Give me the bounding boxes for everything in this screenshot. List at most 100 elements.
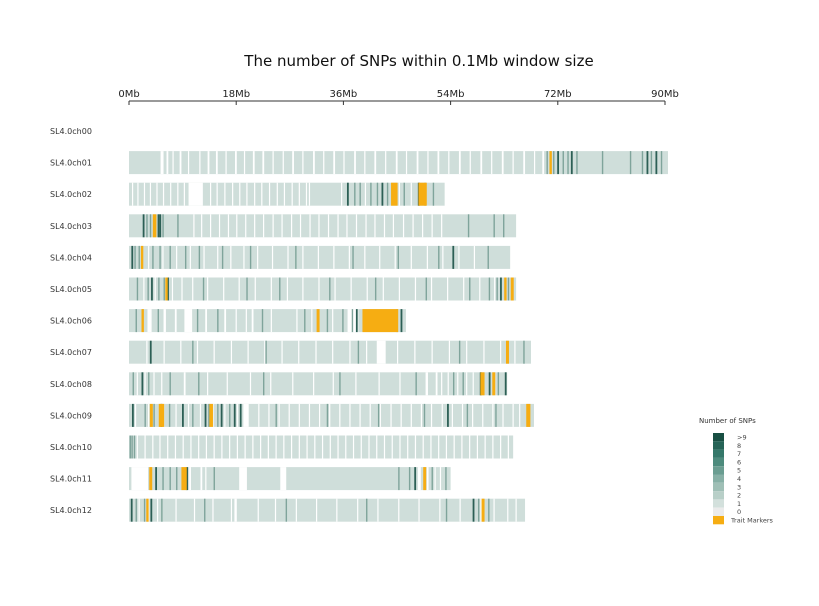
no-snp-window — [262, 151, 265, 175]
chromosome-row: SL4.0ch05 — [50, 277, 517, 301]
snp-density-stripe — [249, 245, 252, 269]
no-snp-window — [264, 340, 266, 364]
legend-swatch — [713, 457, 724, 467]
no-snp-window — [299, 214, 302, 238]
chromosome-bar — [129, 214, 517, 238]
snp-density-stripe — [143, 498, 146, 522]
no-snp-window — [199, 403, 202, 427]
chromosome-label: SL4.0ch05 — [50, 285, 92, 294]
no-snp-window — [435, 372, 438, 396]
high-snp-stripe — [204, 403, 207, 427]
snp-density-stripe — [462, 372, 464, 396]
no-snp-window — [182, 435, 184, 459]
legend-swatch — [713, 449, 724, 458]
high-snp-stripe — [239, 403, 242, 427]
no-snp-window — [170, 182, 172, 206]
high-snp-stripe — [500, 277, 502, 301]
no-snp-window — [447, 277, 449, 301]
no-snp-window — [249, 372, 252, 396]
snp-density-stripe — [147, 277, 149, 301]
no-snp-window — [193, 498, 196, 522]
chromosome-label: SL4.0ch07 — [50, 348, 92, 357]
chromosome-label: SL4.0ch12 — [50, 506, 92, 515]
no-snp-window — [245, 214, 247, 238]
no-snp-window — [418, 498, 420, 522]
high-snp-stripe — [504, 372, 507, 396]
no-snp-window — [274, 498, 277, 522]
no-snp-window — [149, 182, 152, 206]
chromosome-label: SL4.0ch08 — [50, 380, 92, 389]
no-snp-window — [244, 435, 246, 459]
high-snp-stripe — [186, 467, 188, 491]
snp-density-stripe — [497, 372, 500, 396]
no-snp-window — [144, 435, 146, 459]
no-snp-window — [207, 372, 209, 396]
no-snp-window — [318, 403, 321, 427]
snp-density-stripe — [198, 245, 201, 269]
no-snp-window — [379, 245, 381, 269]
no-snp-window — [414, 277, 417, 301]
snp-density-stripe — [376, 182, 379, 206]
no-snp-window — [188, 182, 203, 206]
no-snp-window — [295, 498, 297, 522]
no-snp-window — [365, 214, 367, 238]
no-snp-window — [348, 245, 350, 269]
no-snp-window — [254, 277, 256, 301]
no-snp-window — [445, 435, 448, 459]
snp-density-stripe — [366, 498, 368, 522]
x-tick-label: 90Mb — [651, 89, 679, 100]
no-snp-window — [431, 340, 433, 364]
no-snp-window — [416, 151, 419, 175]
no-snp-window — [512, 403, 514, 427]
no-snp-window — [227, 214, 230, 238]
no-snp-window — [332, 372, 334, 396]
no-snp-window — [184, 309, 193, 333]
no-snp-window — [235, 151, 237, 175]
no-snp-window — [193, 214, 195, 238]
snp-density-stripe — [567, 151, 569, 175]
x-axis: 0Mb 18Mb 36Mb 54Mb 72Mb 90Mb — [118, 89, 679, 105]
no-snp-window — [332, 309, 334, 333]
high-snp-stripe — [381, 182, 384, 206]
no-snp-window — [252, 435, 254, 459]
snp-density-stripe — [339, 372, 341, 396]
no-snp-window — [199, 151, 201, 175]
no-snp-window — [439, 498, 441, 522]
snp-density-stripe — [523, 340, 525, 364]
legend-swatch — [713, 516, 724, 525]
no-snp-window — [292, 151, 294, 175]
no-snp-window — [143, 182, 146, 206]
no-snp-window — [398, 498, 400, 522]
snp-density-stripe — [469, 277, 471, 301]
high-snp-stripe — [155, 467, 158, 491]
no-snp-window — [333, 245, 335, 269]
no-snp-window — [223, 277, 225, 301]
no-snp-window — [209, 214, 212, 238]
high-snp-stripe — [151, 277, 153, 301]
no-snp-window — [263, 214, 265, 238]
no-snp-window — [305, 182, 308, 206]
snp-density-stripe — [149, 214, 152, 238]
no-snp-window — [484, 435, 486, 459]
no-snp-window — [360, 435, 362, 459]
snp-density-stripe — [458, 340, 461, 364]
no-snp-window — [243, 151, 246, 175]
no-snp-window — [414, 435, 417, 459]
snp-density-stripe — [495, 403, 497, 427]
no-snp-window — [438, 435, 440, 459]
snp-density-stripe — [153, 403, 155, 427]
no-snp-window — [494, 277, 496, 301]
no-snp-window — [302, 245, 304, 269]
snp-density-stripe — [496, 277, 498, 301]
trait-marker — [505, 340, 509, 364]
no-snp-window — [374, 214, 376, 238]
snp-density-stripe — [629, 151, 632, 175]
no-snp-window — [257, 245, 259, 269]
no-snp-window — [287, 245, 289, 269]
no-snp-window — [492, 435, 494, 459]
snp-density-stripe — [159, 245, 161, 269]
snp-density-stripe — [326, 403, 329, 427]
no-snp-window — [187, 403, 190, 427]
no-snp-window — [270, 309, 272, 333]
